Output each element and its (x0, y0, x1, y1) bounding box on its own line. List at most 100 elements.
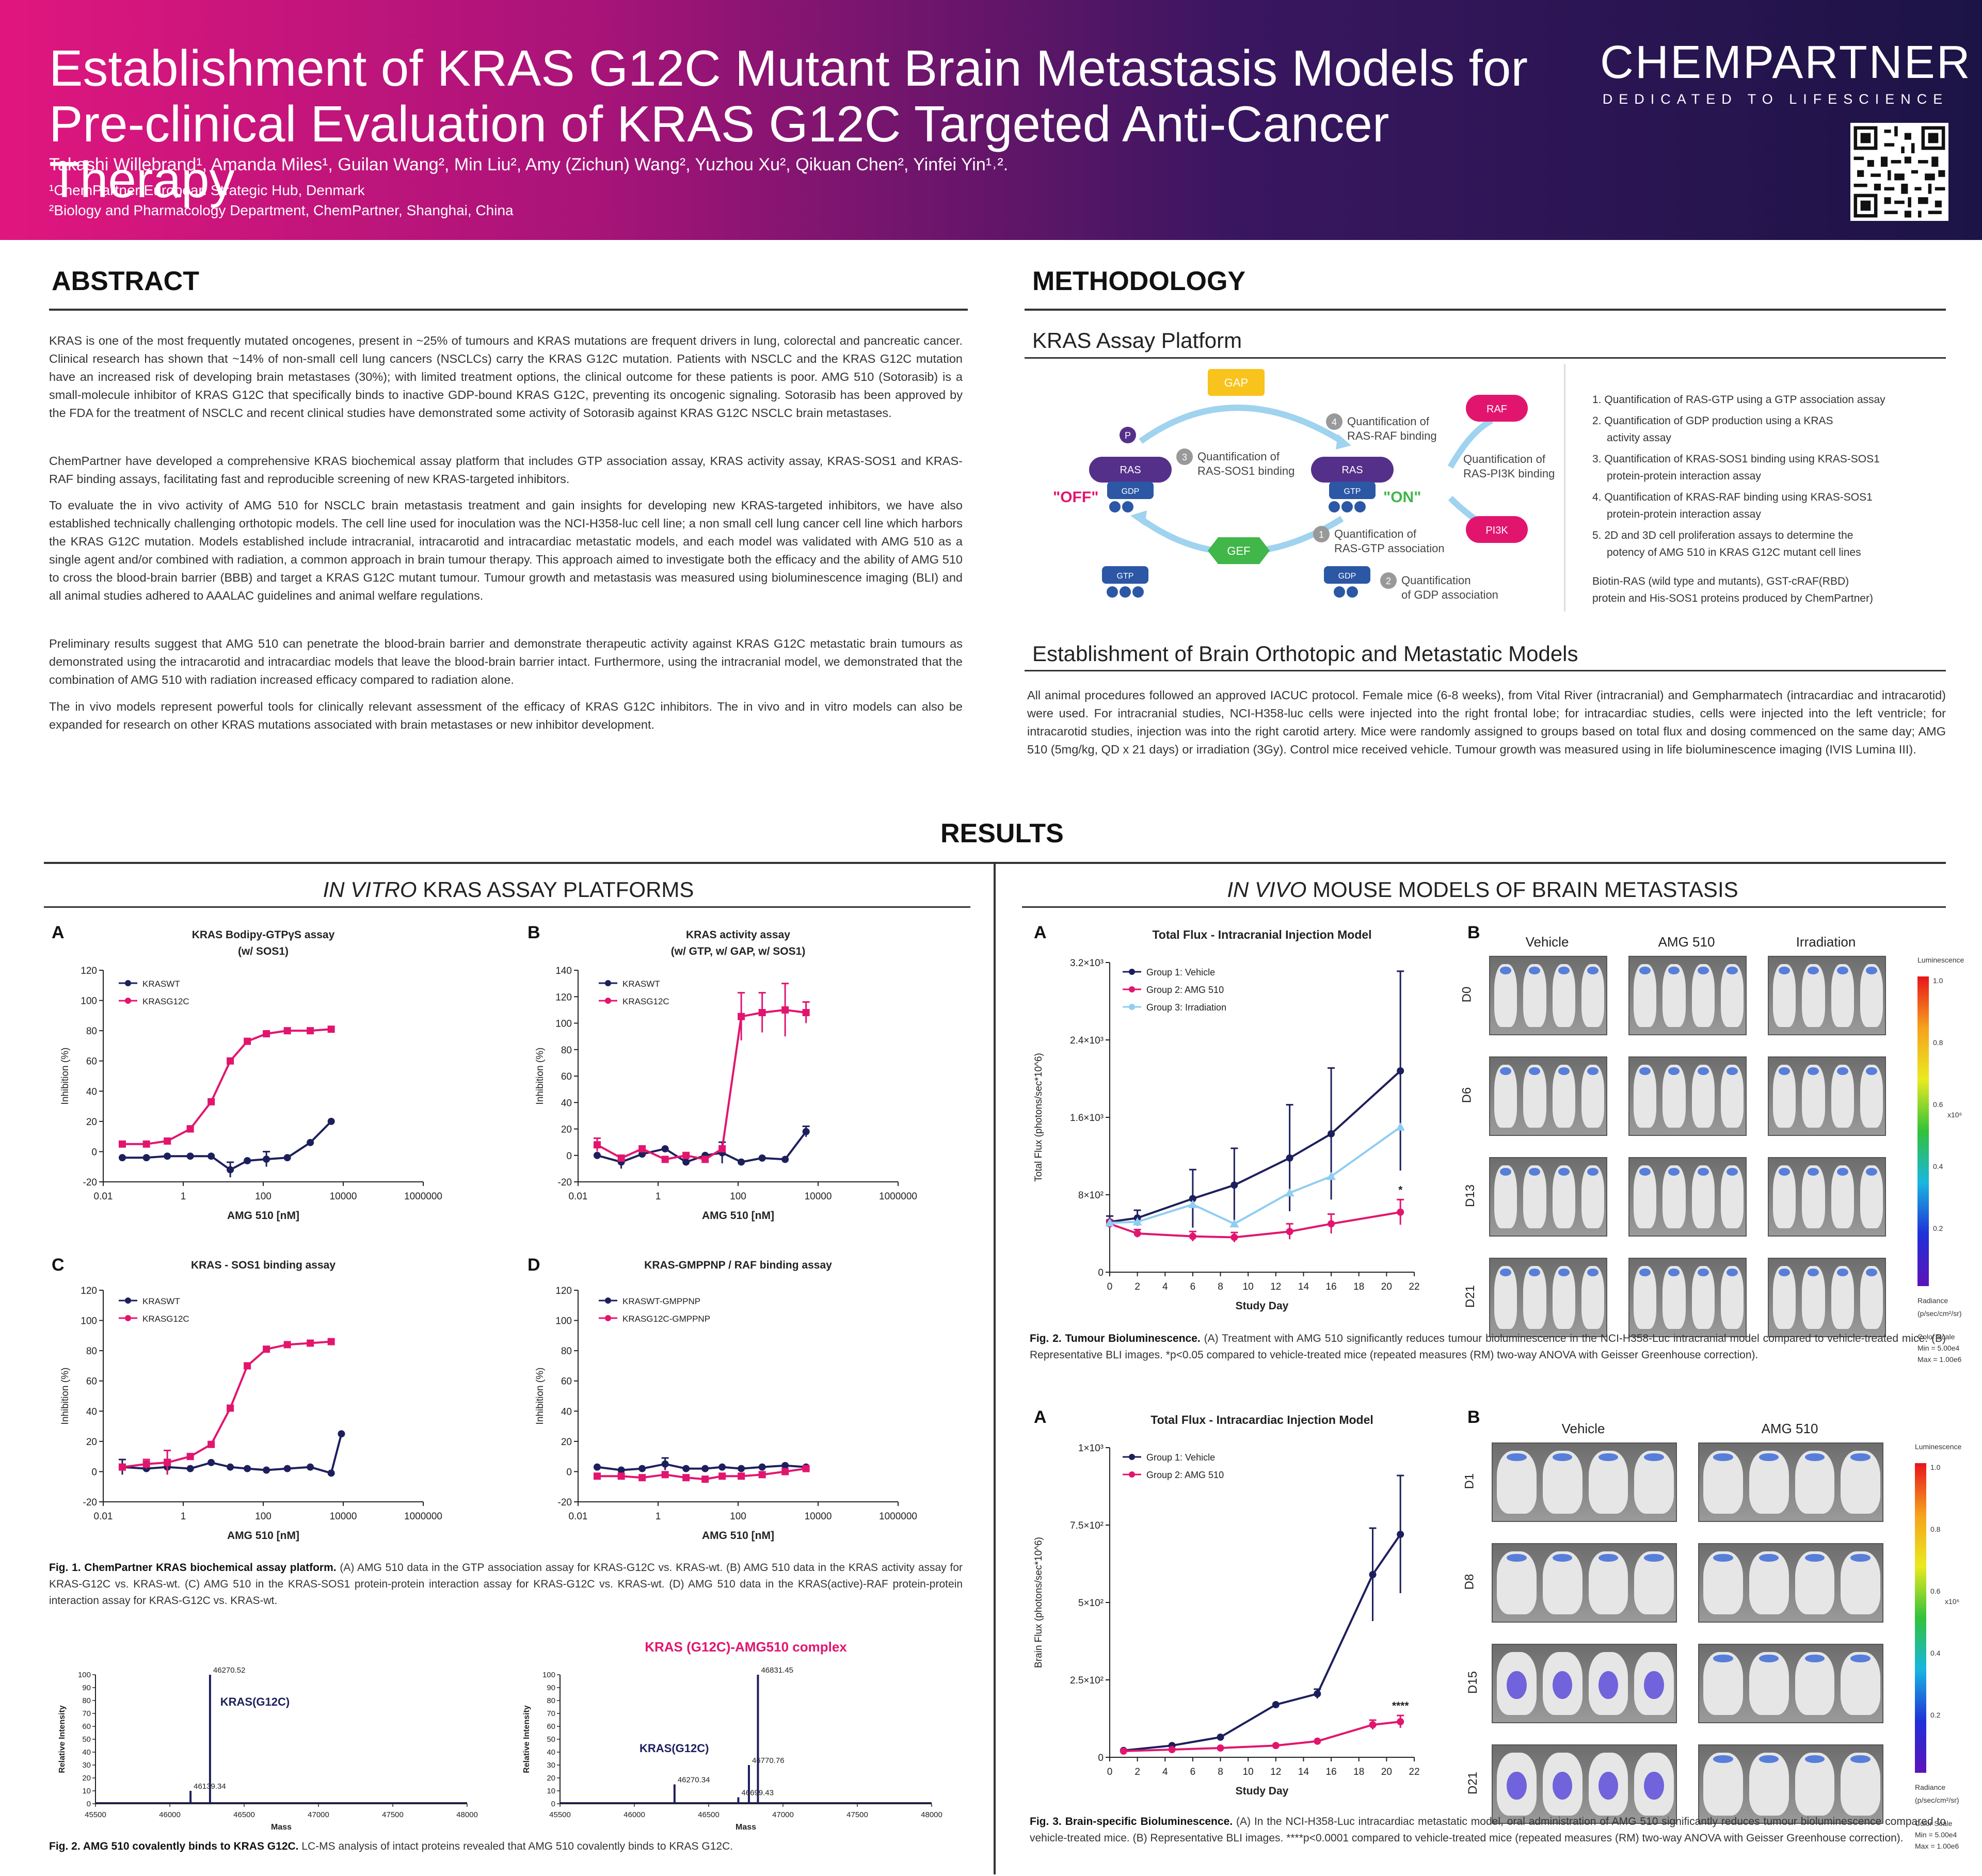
y-tick-label: 40 (82, 1748, 91, 1757)
data-point (701, 1476, 709, 1483)
invivo-rule (1022, 906, 1946, 908)
luminescence-signal (1587, 1167, 1599, 1176)
luminescence-signal (1808, 966, 1819, 974)
svg-text:2: 2 (1386, 576, 1391, 586)
luminescence-signal (1500, 966, 1512, 974)
luminescence-signal (1558, 966, 1570, 974)
luminescence-signal (1759, 1453, 1779, 1461)
data-point (244, 1362, 251, 1370)
svg-text:1: 1 (1319, 530, 1324, 540)
luminescence-signal (1804, 1755, 1825, 1763)
luminescence-signal (1529, 966, 1541, 974)
y-tick-label: 80 (561, 1045, 572, 1056)
svg-text:3: 3 (1182, 452, 1187, 462)
luminescence-signal (1552, 1553, 1573, 1562)
luminescence-signal (1759, 1654, 1779, 1662)
data-point (283, 1341, 291, 1349)
bli-row-label: D15 (1466, 1671, 1480, 1694)
y-tick-label: 0 (1098, 1753, 1104, 1763)
mouse-silhouette (1634, 964, 1657, 1027)
arrow-to-raf (1447, 418, 1493, 469)
mouse-silhouette (1749, 1551, 1789, 1614)
luminescence-signal (1713, 1654, 1733, 1662)
data-point (593, 1151, 601, 1159)
data-point (118, 1140, 126, 1148)
luminescence-signal (1668, 1268, 1680, 1276)
data-point (593, 1141, 601, 1149)
mouse-silhouette (1494, 1065, 1517, 1128)
x-tick-label: 4 (1162, 1767, 1168, 1777)
luminescence-signal (1639, 966, 1651, 974)
mouse-silhouette (1795, 1753, 1835, 1816)
x-tick-label: 18 (1353, 1767, 1364, 1777)
bli-mouse-image (1492, 1543, 1677, 1623)
data-point (186, 1465, 194, 1472)
data-point (1286, 1154, 1293, 1162)
x-tick-label: 2 (1134, 1767, 1140, 1777)
mouse-silhouette (1691, 964, 1715, 1027)
chart-title: KRAS (G12C)-AMG510 complex (645, 1639, 847, 1655)
color-scale-label: 0.2 (1933, 1224, 1943, 1232)
data-point (1314, 1690, 1321, 1697)
assay-list-text: Quantification of KRAS-SOS1 binding usin… (1604, 453, 1880, 465)
svg-text:Quantification of: Quantification of (1463, 453, 1546, 466)
mouse-silhouette (1703, 1451, 1743, 1514)
color-scale-label: Min = 5.00e4 (1915, 1831, 1957, 1839)
ms-peak-label: 46699.43 (741, 1789, 774, 1798)
color-scale-label: Radiance (1915, 1783, 1946, 1791)
mouse-silhouette (1663, 1165, 1686, 1228)
luminescence-signal (1644, 1671, 1664, 1699)
luminescence-signal (1668, 966, 1680, 974)
luminescence-signal (1697, 966, 1709, 974)
luminescence-signal (1850, 1755, 1871, 1763)
y-tick-label: 50 (82, 1735, 91, 1744)
y-tick-label: 7.5×10² (1070, 1520, 1104, 1531)
mouse-silhouette (1523, 964, 1546, 1027)
assay-list-item: 2. Quantification of GDP production usin… (1592, 412, 1948, 446)
assay-platform-subheading: KRAS Assay Platform (1032, 328, 1242, 352)
mouse-silhouette (1634, 1165, 1657, 1228)
y-tick-label: 30 (82, 1761, 91, 1770)
data-point (118, 1463, 126, 1471)
y-tick-label: -20 (83, 1497, 97, 1508)
assay-list-number: 3. (1592, 453, 1605, 465)
mouse-silhouette (1703, 1753, 1743, 1816)
data-point (802, 1009, 810, 1016)
svg-text:RAS-SOS1 binding: RAS-SOS1 binding (1197, 464, 1294, 477)
bli-mouse-image (1492, 1744, 1677, 1824)
ms-peak-label: 46270.34 (678, 1776, 710, 1785)
y-tick-label: 30 (547, 1761, 555, 1770)
mouse-silhouette (1749, 1652, 1789, 1715)
x-tick-label: 0.01 (569, 1191, 588, 1202)
y-tick-label: 20 (86, 1117, 97, 1128)
poster-header: Establishment of KRAS G12C Mutant Brain … (0, 0, 1982, 240)
legend-marker (605, 998, 611, 1004)
data-point (593, 1463, 601, 1471)
svg-text:RAF: RAF (1486, 404, 1507, 415)
y-axis-label: Inhibition (%) (60, 1048, 71, 1105)
data-point (758, 1471, 766, 1479)
fig1c-chart: KRAS - SOS1 binding assay -20 0 20 40 60 80 100… (60, 1259, 442, 1542)
x-tick-label: 14 (1298, 1767, 1309, 1777)
y-tick-label: 60 (86, 1056, 97, 1067)
chart-title: KRAS - SOS1 binding assay (191, 1259, 335, 1271)
luminescence-signal (1644, 1453, 1664, 1461)
y-tick-label: 0 (87, 1800, 91, 1808)
luminescence-signal (1779, 1268, 1791, 1276)
qr-code[interactable] (1850, 123, 1948, 221)
mouse-silhouette (1749, 1753, 1789, 1816)
data-point (1105, 1218, 1114, 1227)
legend-marker (1129, 1004, 1135, 1010)
luminescence-signal (1697, 1167, 1709, 1176)
abstract-paragraph-3: To evaluate the in vivo activity of AMG … (49, 499, 963, 602)
luminescence-color-scale (1917, 976, 1929, 1286)
svg-text:GAP: GAP (1224, 376, 1248, 389)
legend-marker (1129, 986, 1135, 992)
mouse-silhouette (1860, 1266, 1883, 1329)
bli-column-header: AMG 510 (1761, 1421, 1818, 1436)
luminescence-signal (1759, 1553, 1779, 1562)
data-point (738, 1465, 745, 1472)
y-tick-label: 100 (78, 1671, 91, 1679)
data-point (802, 1465, 810, 1472)
data-point (781, 1156, 789, 1163)
